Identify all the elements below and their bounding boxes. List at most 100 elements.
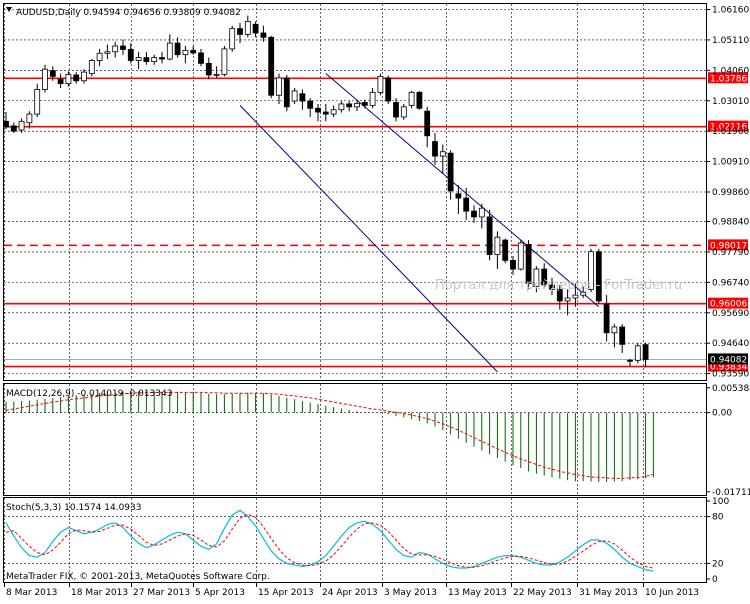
candle-body xyxy=(269,37,274,95)
candle-body xyxy=(628,360,633,361)
candle-body xyxy=(214,74,219,75)
y-tick-label: 0.93590 xyxy=(712,370,749,380)
candle-body xyxy=(222,49,227,74)
candle-body xyxy=(152,58,157,62)
x-tick-label: 10 Jun 2013 xyxy=(645,588,699,598)
candle-body xyxy=(612,327,617,333)
y-tick-label: 0.98840 xyxy=(712,218,749,228)
candles xyxy=(4,16,649,368)
x-tick-label: 13 May 2013 xyxy=(448,588,507,598)
macd-y-tick-label: 0.005384 xyxy=(712,384,750,394)
candle-body xyxy=(206,63,211,75)
macd-signal-line xyxy=(6,392,653,478)
candle-body xyxy=(261,33,266,37)
candle-body xyxy=(167,43,172,59)
candle-body xyxy=(596,252,601,301)
candle-body xyxy=(394,102,399,116)
candle-body xyxy=(113,46,118,52)
stoch-main-line xyxy=(6,510,653,571)
candle-body xyxy=(292,91,297,101)
candle-body xyxy=(316,108,321,112)
x-tick-label: 22 May 2013 xyxy=(513,588,572,598)
macd-series xyxy=(6,391,653,482)
candle-body xyxy=(456,194,461,198)
stoch-signal-line xyxy=(6,514,653,568)
candle-body xyxy=(347,104,352,107)
y-tick-label: 1.04060 xyxy=(712,66,749,76)
macd-y-tick-label: 0.00 xyxy=(712,409,732,419)
candle-body xyxy=(440,152,445,156)
candle-body xyxy=(425,111,430,136)
candle-body xyxy=(66,74,71,83)
candle-body xyxy=(97,53,102,60)
candle-body xyxy=(573,295,578,298)
y-tick-label: 1.06160 xyxy=(712,6,749,16)
candle-body xyxy=(19,121,24,130)
candle-body xyxy=(191,50,196,53)
channel-line xyxy=(326,74,599,307)
candle-body xyxy=(136,58,141,61)
candle-body xyxy=(43,69,48,89)
candle-body xyxy=(409,92,414,105)
x-tick-label: 27 Mar 2013 xyxy=(133,588,190,598)
candle-body xyxy=(144,58,149,62)
candle-body xyxy=(121,46,126,49)
triangle-icon xyxy=(6,7,12,12)
y-tick-label: 0.97790 xyxy=(712,248,749,258)
candle-body xyxy=(253,24,258,33)
stoch-title: Stoch(5,3,3) 10.1574 14.0933 xyxy=(6,503,141,513)
x-tick-label: 8 Mar 2013 xyxy=(6,588,57,598)
candle-body xyxy=(487,217,492,255)
candle-body xyxy=(308,101,313,108)
candle-body xyxy=(74,75,79,81)
x-tick-label: 18 Mar 2013 xyxy=(71,588,128,598)
horizontal-levels: 1.037861.021160.980170.960060.938340.940… xyxy=(4,72,748,372)
candle-body xyxy=(245,21,250,34)
candle-body xyxy=(230,29,235,49)
y-tick-label: 1.01960 xyxy=(712,127,749,137)
x-tick-label: 5 Apr 2013 xyxy=(195,588,245,598)
candle-body xyxy=(238,29,243,35)
y-tick-label: 0.94640 xyxy=(712,339,749,349)
candle-body xyxy=(89,60,94,73)
y-tick-label: 1.05110 xyxy=(712,36,749,46)
candle-body xyxy=(175,43,180,55)
y-tick-label: 0.95690 xyxy=(712,309,749,319)
candle-body xyxy=(620,327,625,344)
y-tick-label: 1.03010 xyxy=(712,97,749,107)
candle-body xyxy=(604,304,609,333)
candle-body xyxy=(183,50,188,54)
candle-body xyxy=(199,53,204,63)
candle-body xyxy=(11,126,16,131)
y-tick-label: 0.96740 xyxy=(712,278,749,288)
candle-body xyxy=(50,71,55,77)
candle-body xyxy=(386,78,391,101)
candle-body xyxy=(160,58,165,59)
stoch-y-tick-label: 80 xyxy=(712,513,724,523)
candle-body xyxy=(362,102,367,105)
channel-line xyxy=(240,105,497,372)
candle-body xyxy=(417,92,422,108)
trend-channel xyxy=(240,74,599,372)
x-tick-label: 31 May 2013 xyxy=(579,588,638,598)
candle-body xyxy=(35,89,40,114)
candle-body xyxy=(495,237,500,254)
candle-body xyxy=(378,76,383,92)
candle-body xyxy=(128,49,133,60)
candle-body xyxy=(565,298,570,301)
macd-panel-frame xyxy=(4,384,707,496)
candle-body xyxy=(479,208,484,217)
stoch-y-tick-label: 20 xyxy=(712,559,724,569)
candle-body xyxy=(284,78,289,107)
candle-body xyxy=(339,104,344,110)
stoch-series xyxy=(6,510,653,571)
x-tick-label: 3 May 2013 xyxy=(384,588,437,598)
y-tick-label: 1.00910 xyxy=(712,158,749,168)
y-tick-label: 0.99860 xyxy=(712,188,749,198)
candle-body xyxy=(331,110,336,114)
candle-body xyxy=(503,240,508,260)
candle-body xyxy=(635,346,640,360)
candle-body xyxy=(277,78,282,95)
